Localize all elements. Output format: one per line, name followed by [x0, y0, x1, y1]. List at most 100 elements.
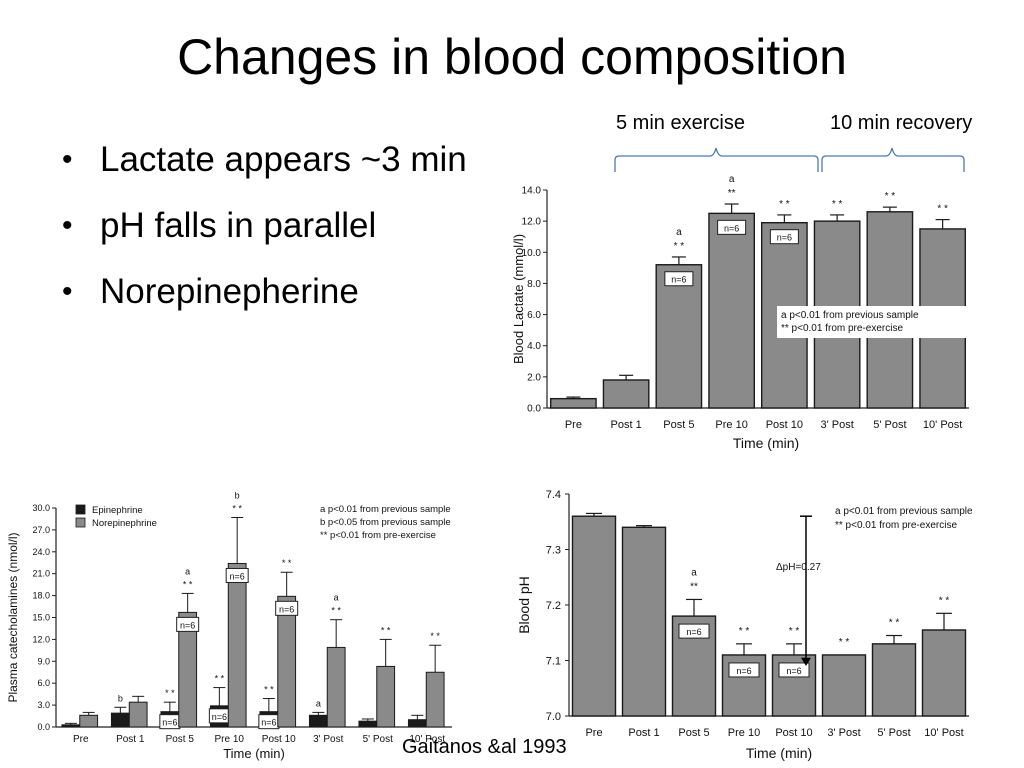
x-tick-label: Post 5	[166, 734, 195, 745]
legend-note: b p<0.05 from previous sample	[320, 517, 451, 528]
bullet-item: • pH falls in parallel	[60, 204, 467, 248]
x-tick-label: 5' Post	[873, 419, 906, 431]
norepinephrine-bar	[227, 562, 247, 728]
significance-mark: a	[729, 174, 735, 185]
significance-mark: * *	[839, 637, 850, 648]
x-tick-label: Post 1	[611, 419, 642, 431]
legend-label: Epinephrine	[92, 505, 143, 516]
n-label: n=6	[724, 223, 739, 233]
norepinephrine-bar	[425, 671, 445, 728]
epinephrine-bar	[358, 720, 378, 728]
epinephrine-bar	[308, 714, 328, 728]
slide-title: Changes in blood composition	[177, 29, 847, 85]
y-tick-label: 24.0	[32, 547, 50, 557]
n-label: n=6	[279, 604, 294, 614]
n-label-box	[664, 271, 694, 287]
y-tick-label: 15.0	[32, 613, 50, 623]
epinephrine-bar	[407, 719, 427, 728]
y-tick-label: 7.1	[546, 656, 561, 668]
y-tick-label: 12.0	[32, 634, 50, 644]
delta-ph-annotation: ΔpH=0.27	[776, 562, 821, 573]
recovery-phase-label: 10 min recovery	[830, 112, 973, 134]
x-tick-label: Post 10	[262, 734, 296, 745]
significance-mark: * *	[739, 626, 750, 637]
significance-mark: **	[690, 581, 698, 592]
y-tick-label: 14.0	[522, 186, 542, 197]
x-tick-label: Post 5	[678, 727, 709, 739]
ph-bar	[621, 526, 667, 717]
x-tick-label: 10' Post	[923, 419, 962, 431]
significance-mark: * *	[331, 606, 341, 616]
norepinephrine-bar	[178, 611, 198, 728]
citation: Gaitanos &al 1993	[402, 736, 567, 758]
norepinephrine-bar	[128, 701, 148, 728]
significance-mark: a	[334, 593, 339, 603]
x-tick-label: Pre	[585, 727, 602, 739]
x-tick-label: Post 1	[116, 734, 145, 745]
significance-mark: * *	[937, 204, 948, 215]
legend-note: a p<0.01 from previous sample	[835, 506, 973, 517]
n-label-box	[769, 229, 799, 245]
x-axis-label: Time (min)	[733, 435, 799, 451]
n-label-box	[778, 662, 810, 678]
legend-swatch	[75, 504, 86, 515]
significance-mark: * *	[832, 199, 843, 210]
bullet-item: • Norepinepherine	[60, 270, 467, 314]
significance-mark: * *	[183, 579, 193, 589]
significance-mark: * *	[889, 618, 900, 629]
n-label-box	[678, 623, 710, 639]
recovery-bracket	[821, 147, 965, 172]
bullet-text: pH falls in parallel	[100, 206, 377, 245]
epinephrine-bar	[61, 724, 81, 728]
significance-mark: **	[728, 188, 736, 199]
bullet-item: • Lactate appears ~3 min	[60, 138, 467, 182]
significance-mark: b	[118, 693, 123, 703]
norepinephrine-bar	[326, 646, 346, 728]
n-label: n=6	[180, 620, 195, 630]
y-tick-label: 6.0	[527, 310, 541, 321]
bullet-dot-icon: •	[62, 209, 73, 242]
significance-mark: * *	[232, 503, 242, 513]
n-label: n=6	[212, 712, 227, 722]
y-tick-label: 27.0	[32, 525, 50, 535]
x-tick-label: 5' Post	[877, 727, 910, 739]
x-tick-label: 10' Post	[409, 734, 445, 745]
x-tick-label: 10' Post	[924, 727, 963, 739]
significance-mark: * *	[789, 626, 800, 637]
x-tick-label: Post 5	[663, 419, 694, 431]
y-tick-label: 8.0	[527, 279, 541, 290]
norepinephrine-bar	[79, 714, 99, 728]
y-tick-label: 7.4	[546, 489, 561, 501]
n-label: n=6	[736, 666, 751, 676]
lactate-bar	[549, 397, 597, 409]
x-tick-label: Pre	[565, 419, 582, 431]
y-tick-label: 0.0	[37, 722, 50, 732]
ph-bar	[571, 515, 617, 717]
lactate-bar	[655, 264, 703, 409]
x-axis-label: Time (min)	[746, 745, 812, 761]
lactate-bar	[708, 212, 756, 409]
plasma-catecholamines-chart: 0.0 3.0 6.0 9.0 12.0 15.0 18.0 21.0 24.0 27.0 30.0…	[6, 490, 452, 761]
bullet-text: Lactate appears ~3 min	[100, 140, 467, 179]
exercise-bracket	[614, 147, 819, 172]
blood-ph-chart: 7.0 7.1 7.2 7.3 7.4 Pre Post 1 ** a n=6 Post 5 * * n…	[516, 489, 973, 761]
bullet-dot-icon: •	[62, 143, 73, 176]
y-axis-label: Blood pH	[516, 576, 532, 634]
x-tick-label: Pre	[73, 734, 89, 745]
n-label-box	[728, 662, 760, 678]
n-label-box	[717, 219, 747, 235]
y-tick-label: 30.0	[32, 503, 50, 513]
significance-mark: * *	[215, 674, 225, 684]
n-label: n=6	[162, 718, 177, 728]
y-tick-label: 6.0	[37, 678, 50, 688]
n-label-box	[176, 616, 200, 632]
ph-bar	[821, 654, 867, 717]
x-tick-label: Post 10	[775, 727, 812, 739]
significance-mark: * *	[939, 595, 950, 606]
n-label-box	[225, 567, 249, 583]
legend-note: ** p<0.01 from pre-exercise	[320, 530, 436, 541]
x-tick-label: 5' Post	[363, 734, 393, 745]
y-tick-label: 7.3	[546, 545, 561, 557]
significance-mark: a	[691, 567, 697, 578]
delta-ph-arrowhead	[801, 657, 811, 667]
